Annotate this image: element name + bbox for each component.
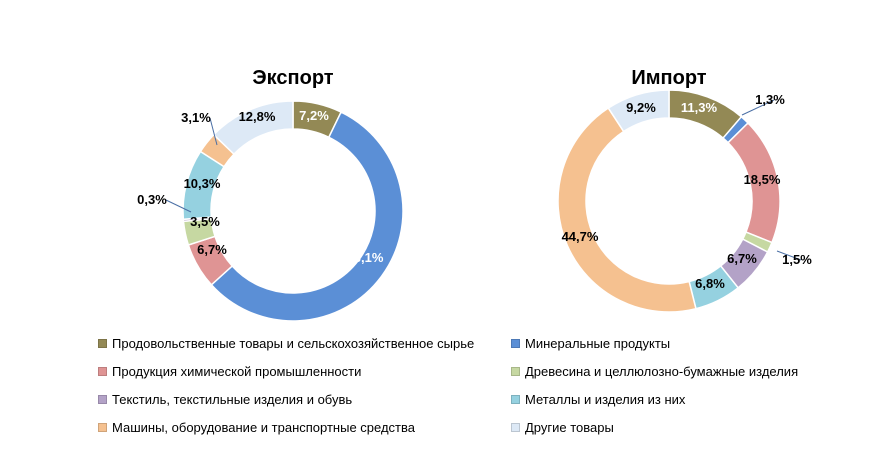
data-label-minerals: 56,1% (347, 250, 384, 265)
legend-label-textile: Текстиль, текстильные изделия и обувь (112, 392, 353, 407)
legend-swatch-food (98, 339, 107, 348)
data-label-textile: 6,7% (727, 251, 757, 266)
legend-item-minerals: Минеральные продукты (511, 336, 670, 351)
legend-label-machines: Машины, оборудование и транспортные сред… (112, 420, 415, 435)
legend-label-food: Продовольственные товары и сельскохозяйс… (112, 336, 475, 351)
legend-swatch-metals (511, 395, 520, 404)
data-label-machines: 44,7% (562, 229, 599, 244)
legend-item-food: Продовольственные товары и сельскохозяйс… (98, 336, 474, 351)
legend-label-metals: Металлы и изделия из них (525, 392, 686, 407)
legend-swatch-other (511, 423, 520, 432)
legend-item-chemical: Продукция химической промышленности (98, 364, 361, 379)
legend-label-chemical: Продукция химической промышленности (112, 364, 362, 379)
legend-item-metals: Металлы и изделия из них (511, 392, 685, 407)
leader-line-wood (776, 250, 802, 261)
legend-swatch-wood (511, 367, 520, 376)
data-label-food: 11,3% (681, 100, 718, 115)
legend-swatch-chemical (98, 367, 107, 376)
leader-line-machines (209, 117, 218, 146)
chart-title: Импорт (631, 67, 706, 89)
slice-machines (557, 106, 697, 313)
leader-line-minerals (741, 99, 775, 116)
legend-label-wood: Древесина и целлюлозно-бумажные изделия (525, 364, 799, 379)
legend-item-wood: Древесина и целлюлозно-бумажные изделия (511, 364, 798, 379)
chart-title: Экспорт (252, 67, 333, 89)
slice-other (607, 89, 670, 133)
donut-charts: Экспорт 7,2% 56,1% 6,7% 3,5% 0,3% 10,3% 3,1% 12,… (137, 67, 812, 322)
data-label-other: 9,2% (626, 100, 656, 115)
data-label-wood: 1,5% (782, 252, 812, 267)
data-label-food: 7,2% (299, 108, 329, 123)
legend-item-machines: Машины, оборудование и транспортные сред… (98, 420, 415, 435)
legend-label-minerals: Минеральные продукты (525, 336, 671, 351)
leader-line-textile (165, 199, 192, 213)
donut-import: Импорт 11,3% 1,3% 18,5% 1,5% 6,7%6,8% 44,7% 9,2… (557, 67, 812, 313)
legend-label-other: Другие товары (525, 420, 614, 435)
legend-item-other: Другие товары (511, 420, 614, 435)
slice-minerals (210, 111, 404, 322)
data-label-chemical: 6,7% (197, 242, 227, 257)
legend-item-textile: Текстиль, текстильные изделия и обувь (98, 392, 352, 407)
legend-swatch-minerals (511, 339, 520, 348)
slice-other (212, 100, 294, 156)
legend-swatch-textile (98, 395, 107, 404)
data-label-metals: 6,8% (695, 276, 725, 291)
data-label-metals: 10,3% (184, 176, 221, 191)
donut-export: Экспорт 7,2% 56,1% 6,7% 3,5% 0,3% 10,3% 3,1% 12,… (137, 67, 404, 322)
data-label-chemical: 18,5% (744, 172, 781, 187)
data-label-textile: 0,3% (137, 192, 167, 207)
data-label-wood: 3,5% (190, 214, 220, 229)
legend-swatch-machines (98, 423, 107, 432)
data-label-other: 12,8% (239, 109, 276, 124)
data-label-machines: 3,1% (181, 110, 211, 125)
data-label-minerals: 1,3% (755, 92, 785, 107)
